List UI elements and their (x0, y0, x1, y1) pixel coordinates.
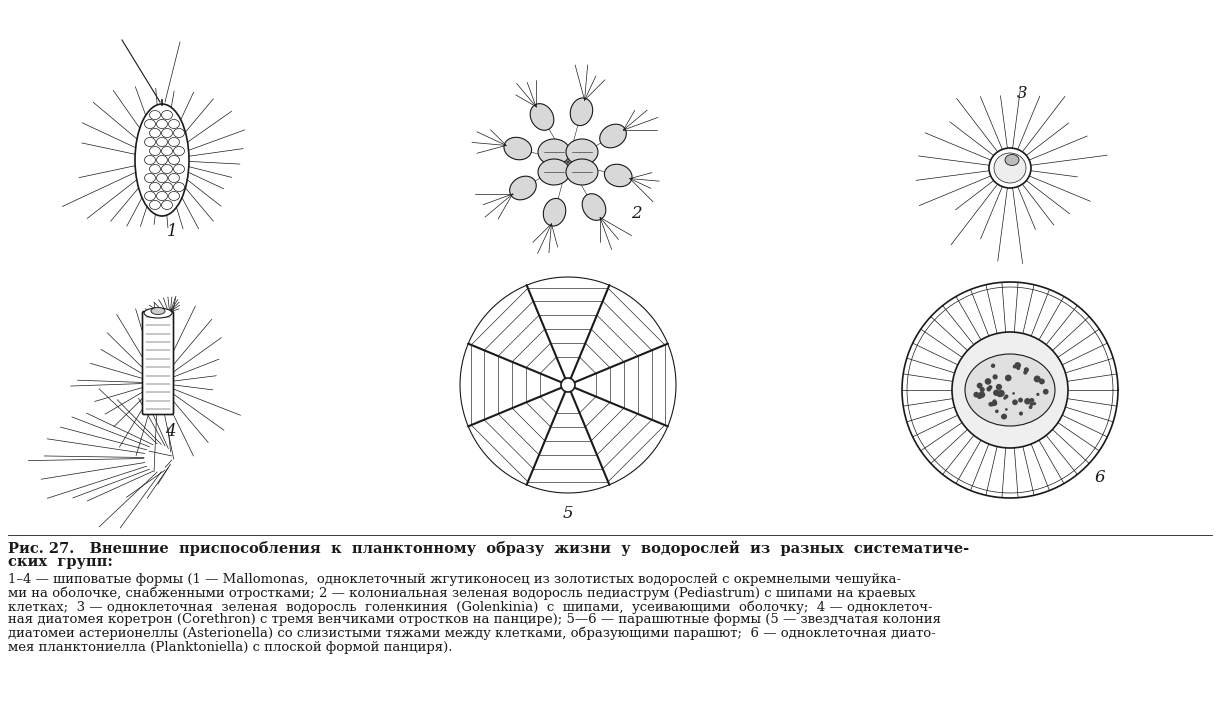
Ellipse shape (996, 384, 1002, 390)
Ellipse shape (994, 153, 1026, 183)
Text: 4: 4 (165, 422, 176, 439)
Text: 1–4 — шиповатые формы (1 — Mallomonas,  одноклеточный жгутиконосец из золотистых: 1–4 — шиповатые формы (1 — Mallomonas, о… (9, 573, 902, 586)
Ellipse shape (1024, 398, 1031, 404)
Text: ми на оболочке, снабженными отростками; 2 — колониальная зеленая водоросль педиа: ми на оболочке, снабженными отростками; … (9, 587, 916, 600)
Ellipse shape (570, 98, 593, 126)
Text: ная диатомея коретрон (Corethron) с тремя венчиками отростков на панцире); 5—6 —: ная диатомея коретрон (Corethron) с трем… (9, 613, 941, 627)
Ellipse shape (151, 307, 165, 314)
Ellipse shape (1030, 398, 1035, 403)
Text: 5: 5 (562, 505, 573, 521)
Ellipse shape (543, 198, 566, 226)
Ellipse shape (978, 391, 986, 398)
Ellipse shape (1017, 398, 1024, 403)
Ellipse shape (1036, 393, 1039, 396)
FancyBboxPatch shape (143, 312, 173, 414)
Ellipse shape (1013, 365, 1016, 368)
Ellipse shape (1013, 399, 1017, 405)
Ellipse shape (1014, 362, 1021, 369)
Ellipse shape (965, 354, 1055, 426)
Ellipse shape (1039, 378, 1044, 384)
Ellipse shape (510, 176, 537, 200)
Ellipse shape (1000, 415, 1004, 419)
Ellipse shape (604, 164, 632, 187)
Ellipse shape (993, 374, 998, 380)
Ellipse shape (538, 159, 570, 185)
Ellipse shape (977, 383, 982, 388)
Text: мея планктониелла (Planktoniella) с плоской формой панциря).: мея планктониелла (Planktoniella) с плос… (9, 640, 453, 653)
Text: клетках;  3 — одноклеточная  зеленая  водоросль  голенкиния  (Golenkinia)  с  ши: клетках; 3 — одноклеточная зеленая водор… (9, 600, 932, 613)
Ellipse shape (988, 385, 992, 389)
Ellipse shape (144, 308, 172, 318)
Text: 2: 2 (631, 205, 642, 223)
Ellipse shape (1033, 402, 1036, 405)
Ellipse shape (1004, 394, 1009, 398)
Ellipse shape (1030, 402, 1033, 406)
Ellipse shape (1033, 376, 1041, 383)
Ellipse shape (1003, 396, 1006, 400)
Ellipse shape (1016, 366, 1020, 370)
Ellipse shape (952, 332, 1068, 448)
Ellipse shape (135, 104, 189, 216)
Text: диатомеи астерионеллы (Asterionella) со слизистыми тяжами между клетками, образу: диатомеи астерионеллы (Asterionella) со … (9, 627, 936, 640)
Text: 3: 3 (1016, 85, 1027, 101)
Ellipse shape (1024, 367, 1028, 373)
Ellipse shape (566, 139, 598, 165)
Ellipse shape (1019, 411, 1024, 416)
Ellipse shape (989, 148, 1031, 188)
Ellipse shape (1028, 405, 1032, 409)
Ellipse shape (1013, 392, 1015, 395)
Ellipse shape (504, 137, 532, 160)
Ellipse shape (991, 363, 996, 368)
Ellipse shape (986, 387, 991, 391)
Ellipse shape (600, 124, 626, 148)
Ellipse shape (992, 401, 997, 406)
Ellipse shape (996, 409, 999, 413)
Ellipse shape (993, 390, 999, 396)
Ellipse shape (998, 390, 1005, 397)
Ellipse shape (977, 394, 982, 399)
Ellipse shape (974, 392, 980, 398)
Ellipse shape (988, 402, 993, 406)
Text: Рис. 27.   Внешние  приспособления  к  планктонному  образу  жизни  у  водоросле: Рис. 27. Внешние приспособления к планкт… (9, 541, 969, 556)
Text: ских  групп:: ских групп: (9, 555, 113, 569)
Ellipse shape (531, 103, 554, 130)
Ellipse shape (997, 391, 1003, 397)
Ellipse shape (1024, 370, 1027, 375)
Ellipse shape (1005, 408, 1008, 411)
Ellipse shape (992, 404, 994, 406)
Ellipse shape (582, 194, 606, 220)
Ellipse shape (1005, 375, 1011, 381)
Ellipse shape (1043, 389, 1049, 395)
Ellipse shape (566, 159, 598, 185)
Ellipse shape (1002, 414, 1006, 419)
Ellipse shape (980, 387, 985, 392)
Ellipse shape (561, 378, 575, 392)
Ellipse shape (993, 399, 997, 404)
Ellipse shape (985, 378, 992, 385)
Ellipse shape (1005, 154, 1019, 166)
Text: 6: 6 (1094, 470, 1105, 487)
Ellipse shape (538, 139, 570, 165)
Text: 1: 1 (167, 223, 177, 241)
